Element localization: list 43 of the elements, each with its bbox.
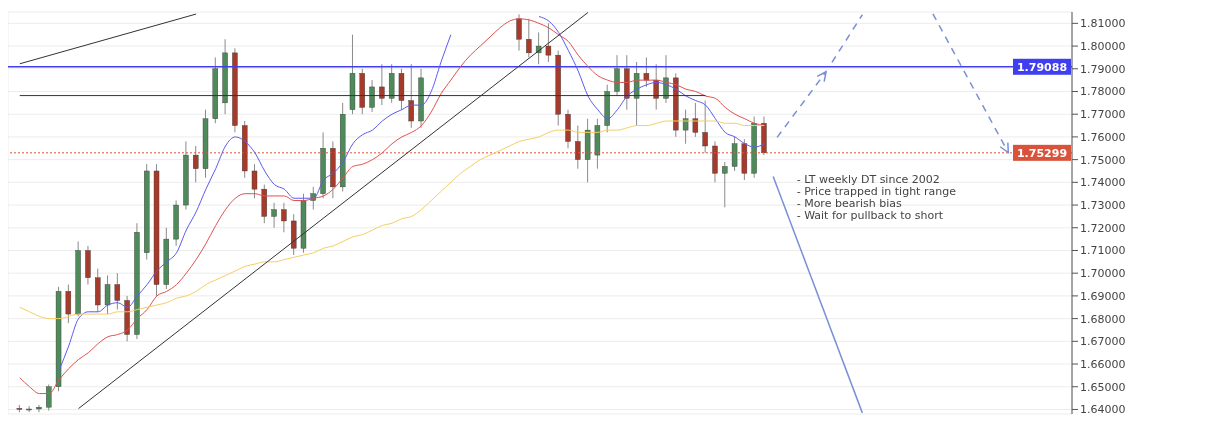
candlestick (516, 13, 522, 52)
y-tick-label: 1.64000 (1080, 403, 1126, 417)
y-tick-label: 1.77000 (1080, 108, 1126, 122)
candlestick (526, 18, 532, 58)
y-tick-label: 1.69000 (1080, 289, 1126, 303)
line-series (19, 120, 765, 320)
candlestick (251, 163, 258, 199)
annotation: - LT weekly DT since 2002 (796, 173, 940, 187)
candlestick (692, 102, 699, 138)
y-tick-label: 1.67000 (1080, 335, 1126, 349)
candlestick (114, 272, 121, 311)
y-tick-label: 1.78000 (1080, 85, 1126, 99)
candlestick (65, 284, 72, 324)
candlestick (281, 202, 287, 233)
candlestick (722, 161, 728, 208)
y-tick-label: 1.76000 (1080, 130, 1126, 144)
candlestick (643, 56, 650, 88)
annotation: - More bearish bias (796, 197, 902, 211)
ref-line-label: 1.75299 (1016, 146, 1068, 160)
y-tick-label: 1.72000 (1080, 221, 1126, 235)
candlestick (702, 100, 708, 154)
candlestick (46, 383, 52, 412)
candlestick (104, 274, 111, 315)
y-tick-label: 1.79000 (1080, 62, 1126, 76)
y-tick-label: 1.66000 (1080, 357, 1126, 371)
y-tick-label: 1.81000 (1080, 17, 1126, 31)
y-tick-label: 1.80000 (1080, 39, 1126, 53)
y-tick-label: 1.71000 (1080, 244, 1126, 258)
ref-line-label: 1.79088 (1016, 60, 1068, 74)
candlestick (545, 22, 552, 63)
y-tick-label: 1.70000 (1080, 267, 1126, 281)
y-tick-label: 1.74000 (1080, 176, 1126, 190)
y-tick-label: 1.73000 (1080, 198, 1126, 212)
annotation: - Wait for pullback to short (796, 209, 944, 223)
annotation: - Price trapped in tight range (796, 185, 957, 199)
y-tick-label: 1.68000 (1080, 312, 1126, 326)
candlestick (36, 404, 42, 413)
candlestick (575, 125, 581, 170)
y-tick-label: 1.65000 (1080, 380, 1126, 394)
candlestick (271, 202, 277, 229)
candlestick (731, 136, 738, 172)
y-tick-label: 1.75000 (1080, 153, 1126, 167)
candlestick (193, 145, 199, 183)
